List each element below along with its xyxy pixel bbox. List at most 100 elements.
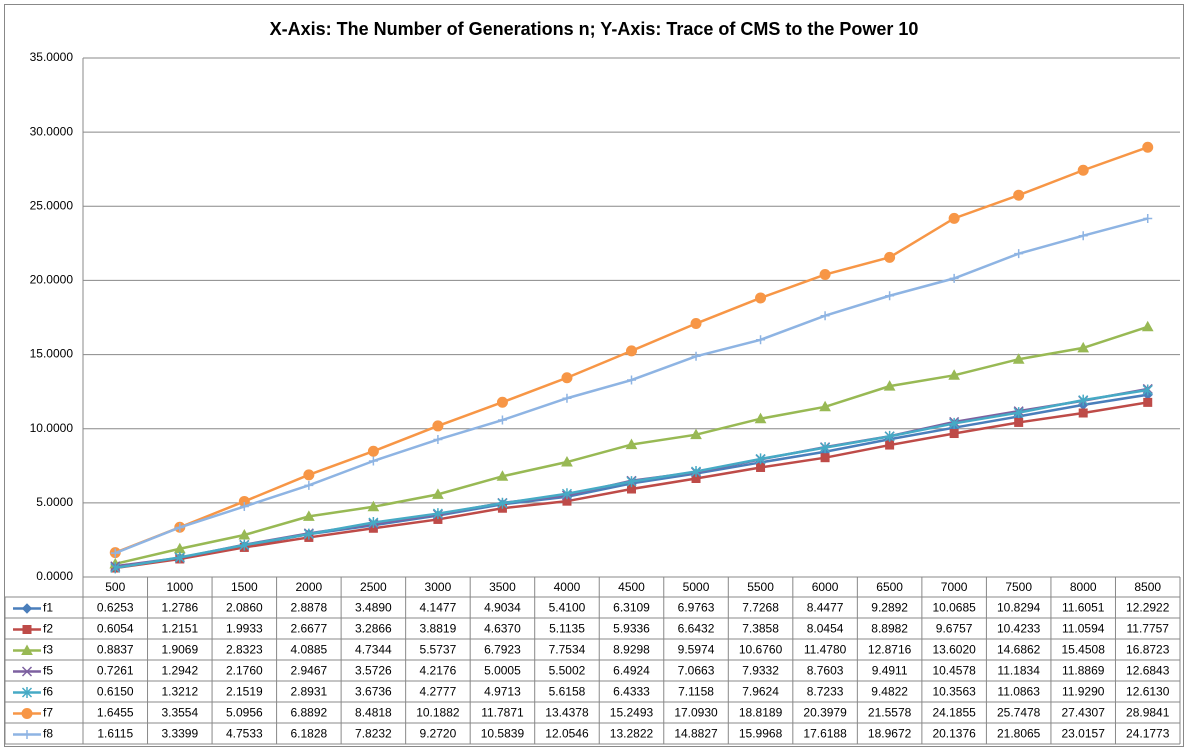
table-cell: 12.8716 — [868, 643, 912, 657]
table-cell: 3.3554 — [161, 706, 198, 720]
marker — [754, 412, 767, 424]
y-tick-label: 30.0000 — [30, 124, 74, 138]
x-tick-label: 6500 — [876, 580, 903, 594]
marker — [1014, 249, 1024, 259]
legend-label: f7 — [43, 706, 53, 720]
marker — [110, 562, 121, 574]
table-cell: 2.1519 — [226, 685, 263, 699]
y-tick-label: 35.0000 — [30, 50, 74, 64]
table-cell: 0.6150 — [97, 685, 134, 699]
table-cell: 20.3979 — [803, 706, 847, 720]
chart-title: X-Axis: The Number of Generations n; Y-A… — [270, 19, 919, 39]
marker — [1077, 341, 1090, 353]
legend-marker — [22, 625, 32, 634]
table-cell: 2.9467 — [291, 664, 328, 678]
marker — [819, 400, 831, 412]
marker — [110, 548, 120, 558]
marker — [755, 292, 767, 304]
table-cell: 18.8189 — [739, 706, 783, 720]
x-tick-label: 4500 — [618, 580, 645, 594]
table-cell: 9.4911 — [872, 664, 908, 678]
marker — [303, 469, 315, 481]
table-cell: 5.4100 — [549, 601, 586, 615]
table-cell: 3.4890 — [355, 601, 392, 615]
x-tick-label: 8000 — [1070, 580, 1097, 594]
marker — [885, 440, 895, 450]
table-cell: 7.0663 — [678, 664, 715, 678]
table-cell: 25.7478 — [997, 706, 1041, 720]
marker — [561, 488, 573, 500]
marker — [432, 508, 443, 520]
marker — [1141, 320, 1154, 332]
table-cell: 2.6677 — [291, 622, 328, 636]
table-cell: 6.4333 — [613, 685, 650, 699]
marker — [1143, 213, 1153, 223]
table-cell: 23.0157 — [1062, 727, 1106, 741]
table-cell: 0.6054 — [97, 622, 134, 636]
table-cell: 24.1773 — [1126, 727, 1170, 741]
table-cell: 3.6736 — [355, 685, 392, 699]
y-tick-label: 15.0000 — [30, 347, 74, 361]
table-cell: 9.2892 — [871, 601, 908, 615]
marker — [304, 480, 314, 490]
marker — [562, 393, 572, 403]
x-tick-label: 6000 — [812, 580, 839, 594]
legend-marker — [21, 666, 33, 677]
table-cell: 2.8323 — [226, 643, 263, 657]
marker — [1013, 407, 1024, 419]
legend-label: f5 — [43, 664, 53, 678]
table-cell: 2.0860 — [226, 601, 263, 615]
marker — [691, 351, 701, 361]
table-cell: 2.1760 — [226, 664, 263, 678]
table-cell: 5.5002 — [549, 664, 586, 678]
marker — [884, 251, 896, 263]
marker — [433, 435, 443, 445]
table-cell: 7.1158 — [678, 685, 714, 699]
table-cell: 12.2922 — [1126, 601, 1170, 615]
marker — [756, 462, 766, 472]
table-cell: 1.9069 — [161, 643, 198, 657]
marker — [756, 335, 766, 345]
table-cell: 9.5974 — [678, 643, 715, 657]
marker — [432, 420, 444, 432]
table-cell: 5.9336 — [613, 622, 650, 636]
table-cell: 4.2777 — [420, 685, 457, 699]
table-cell: 4.2176 — [420, 664, 457, 678]
x-tick-label: 3500 — [489, 580, 516, 594]
legend-label: f8 — [43, 727, 53, 741]
table-cell: 1.3212 — [161, 685, 198, 699]
table-cell: 5.1135 — [549, 622, 585, 636]
marker — [303, 528, 314, 540]
table-cell: 10.8294 — [997, 601, 1041, 615]
table-cell: 4.9713 — [484, 685, 521, 699]
table-cell: 3.8819 — [420, 622, 457, 636]
table-cell: 15.2493 — [610, 706, 654, 720]
table-cell: 10.5839 — [481, 727, 525, 741]
marker — [497, 415, 507, 425]
table-cell: 8.7233 — [807, 685, 844, 699]
marker — [1013, 189, 1025, 201]
marker — [948, 369, 960, 380]
table-cell: 11.1834 — [997, 664, 1040, 678]
table-cell: 5.5737 — [420, 643, 457, 657]
marker — [949, 417, 960, 429]
y-tick-label: 5.0000 — [36, 495, 73, 509]
y-tick-label: 25.0000 — [30, 198, 74, 212]
table-cell: 5.0956 — [226, 706, 263, 720]
legend-label: f6 — [43, 685, 53, 699]
y-tick-label: 10.0000 — [30, 421, 74, 435]
marker — [238, 528, 251, 540]
table-cell: 21.8065 — [997, 727, 1041, 741]
table-cell: 4.0885 — [291, 643, 328, 657]
table-cell: 8.0454 — [807, 622, 844, 636]
table-cell: 14.8827 — [674, 727, 718, 741]
marker — [175, 522, 185, 532]
table-cell: 8.4477 — [807, 601, 844, 615]
marker — [626, 345, 637, 357]
marker — [496, 470, 509, 481]
table-cell: 13.4378 — [545, 706, 589, 720]
x-tick-label: 8500 — [1134, 580, 1161, 594]
marker — [1142, 384, 1153, 396]
x-tick-label: 4000 — [554, 580, 581, 594]
marker — [949, 273, 959, 283]
